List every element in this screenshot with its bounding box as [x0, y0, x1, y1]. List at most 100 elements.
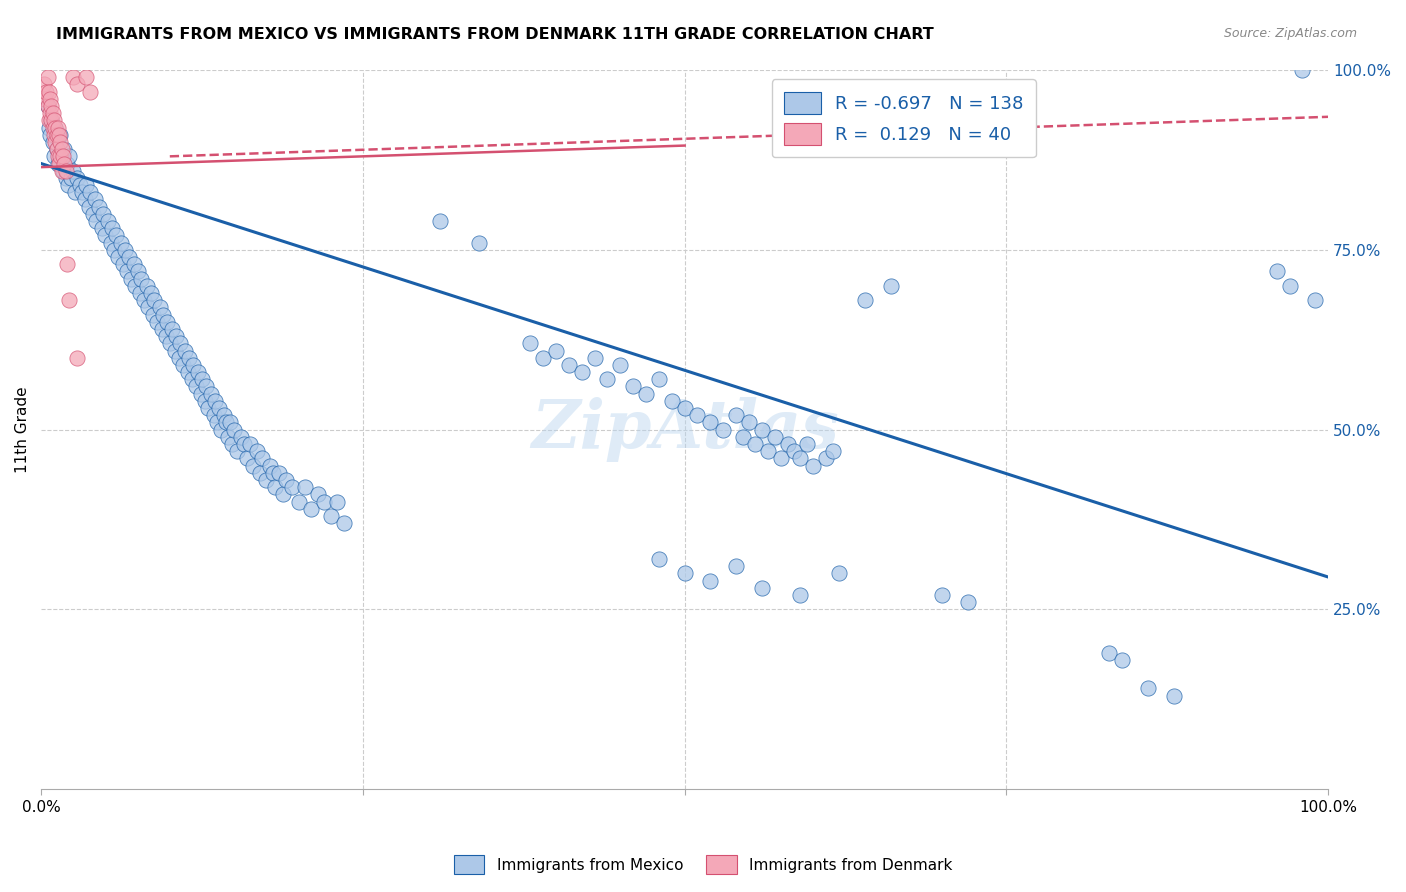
Point — [75, 178, 97, 193]
Point — [184, 379, 207, 393]
Point — [314, 494, 336, 508]
Point — [42, 113, 65, 128]
Y-axis label: 11th Grade: 11th Grade — [15, 386, 30, 473]
Point — [97, 214, 120, 228]
Point — [48, 156, 70, 170]
Point — [39, 106, 62, 120]
Point — [242, 458, 264, 473]
Point — [55, 163, 77, 178]
Point — [49, 128, 72, 142]
Point — [191, 372, 214, 386]
Point — [39, 92, 62, 106]
Point — [135, 278, 157, 293]
Point — [783, 444, 806, 458]
Point — [49, 149, 72, 163]
Point — [467, 235, 489, 250]
Point — [673, 401, 696, 415]
Point — [53, 156, 76, 170]
Point — [42, 128, 65, 142]
Point — [254, 473, 277, 487]
Point — [699, 574, 721, 588]
Point — [107, 250, 129, 264]
Point — [114, 243, 136, 257]
Point — [56, 257, 79, 271]
Point — [249, 466, 271, 480]
Point — [41, 120, 63, 135]
Point — [815, 451, 838, 466]
Point — [264, 480, 287, 494]
Point — [79, 186, 101, 200]
Point — [66, 78, 89, 92]
Point — [56, 178, 79, 193]
Point — [319, 508, 342, 523]
Point — [52, 149, 75, 163]
Point — [239, 437, 262, 451]
Point — [621, 379, 644, 393]
Point — [124, 278, 146, 293]
Point — [155, 329, 177, 343]
Point — [41, 135, 63, 149]
Point — [44, 120, 66, 135]
Point — [776, 437, 799, 451]
Point — [117, 264, 139, 278]
Point — [42, 149, 65, 163]
Point — [55, 170, 77, 185]
Point — [77, 200, 100, 214]
Legend: R = -0.697   N = 138, R =  0.129   N = 40: R = -0.697 N = 138, R = 0.129 N = 40 — [772, 79, 1036, 158]
Point — [66, 170, 89, 185]
Point — [167, 351, 190, 365]
Point — [821, 444, 844, 458]
Point — [51, 142, 73, 156]
Point — [117, 250, 139, 264]
Point — [45, 142, 67, 156]
Point — [58, 149, 80, 163]
Point — [39, 128, 62, 142]
Point — [152, 308, 174, 322]
Point — [789, 451, 811, 466]
Point — [66, 351, 89, 365]
Point — [142, 308, 165, 322]
Legend: Immigrants from Mexico, Immigrants from Denmark: Immigrants from Mexico, Immigrants from … — [447, 849, 959, 880]
Point — [94, 228, 117, 243]
Point — [179, 351, 201, 365]
Point — [46, 156, 69, 170]
Point — [294, 480, 316, 494]
Point — [1265, 264, 1288, 278]
Point — [796, 437, 818, 451]
Point — [48, 128, 70, 142]
Point — [299, 501, 322, 516]
Point — [41, 99, 63, 113]
Point — [127, 264, 149, 278]
Point — [51, 163, 73, 178]
Point — [38, 85, 60, 99]
Point — [44, 135, 66, 149]
Point — [146, 315, 169, 329]
Point — [58, 293, 80, 308]
Point — [686, 408, 709, 422]
Point — [725, 559, 748, 574]
Point — [236, 451, 259, 466]
Point — [187, 365, 209, 379]
Text: Source: ZipAtlas.com: Source: ZipAtlas.com — [1223, 27, 1357, 40]
Point — [101, 221, 124, 235]
Point — [221, 437, 243, 451]
Point — [132, 293, 155, 308]
Point — [212, 408, 235, 422]
Point — [148, 301, 170, 315]
Point — [259, 458, 281, 473]
Point — [801, 458, 824, 473]
Point — [332, 516, 354, 530]
Point — [789, 588, 811, 602]
Point — [609, 358, 631, 372]
Point — [731, 430, 754, 444]
Point — [204, 393, 226, 408]
Point — [45, 128, 67, 142]
Point — [91, 207, 114, 221]
Point — [52, 163, 75, 178]
Point — [744, 437, 766, 451]
Point — [751, 581, 773, 595]
Point — [46, 149, 69, 163]
Point — [174, 343, 197, 358]
Point — [100, 235, 122, 250]
Point — [1303, 293, 1326, 308]
